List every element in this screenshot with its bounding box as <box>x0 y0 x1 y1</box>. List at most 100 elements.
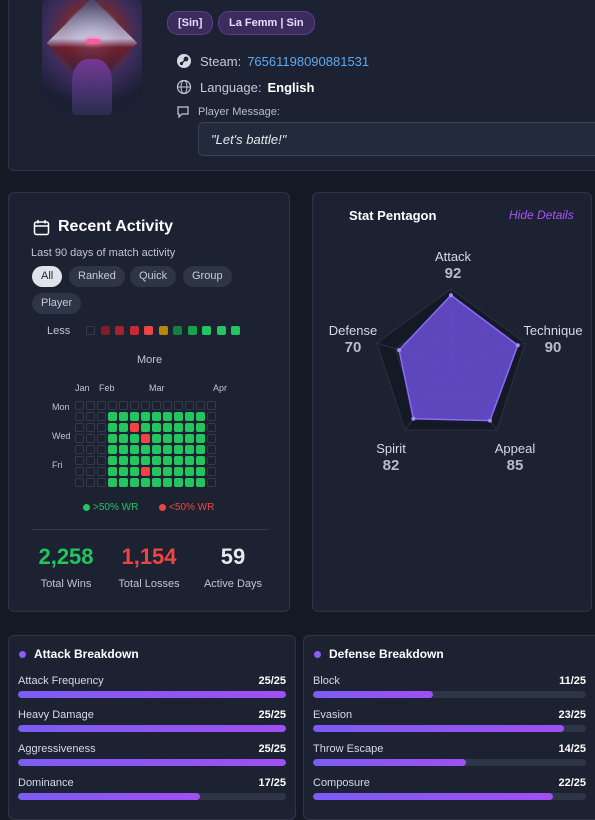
filter-ranked[interactable]: Ranked <box>69 266 125 287</box>
heatmap-cell <box>119 423 128 432</box>
heatmap-cell <box>130 401 139 410</box>
heatmap-cell <box>141 412 150 421</box>
legend-scale-box <box>100 326 110 335</box>
heatmap-cell <box>174 478 183 487</box>
player-message-label-row: Player Message: <box>176 105 280 119</box>
stat-label-technique: Technique <box>523 323 583 338</box>
heatmap-cell <box>185 478 194 487</box>
breakdown-score: 17/25 <box>258 777 286 789</box>
breakdown-score: 14/25 <box>558 743 586 755</box>
hide-details-link[interactable]: Hide Details <box>509 208 574 222</box>
heatmap-cell <box>185 467 194 476</box>
heatmap-cell <box>141 434 150 443</box>
heatmap-cell <box>97 467 106 476</box>
heatmap-cell <box>196 423 205 432</box>
more-button[interactable]: More <box>137 354 163 366</box>
legend-scale-box <box>202 326 211 335</box>
stat-value-defense: 70 <box>344 339 362 356</box>
stat-value-attack: 92 <box>444 265 462 282</box>
progress-track <box>18 793 286 800</box>
language-row: Language: English <box>176 79 314 95</box>
heatmap-cell <box>163 434 172 443</box>
heatmap-cell <box>97 412 106 421</box>
heatmap-cell <box>75 401 84 410</box>
day-label: Mon <box>52 402 70 412</box>
heatmap-cell <box>75 412 84 421</box>
heatmap-cell <box>86 401 95 410</box>
legend-scale-box <box>115 326 124 335</box>
total-wins-value: 2,258 <box>38 544 94 569</box>
day-label: Fri <box>52 460 63 470</box>
recent-activity-subtitle: Last 90 days of match activity <box>31 247 176 259</box>
filter-all[interactable]: All <box>32 266 63 287</box>
day-label: Wed <box>52 431 71 441</box>
heatmap-cell <box>141 401 150 410</box>
heatmap-cell <box>130 434 139 443</box>
heatmap-cell <box>130 467 139 476</box>
heatmap-cell <box>196 456 205 465</box>
total-losses-value: 1,154 <box>121 544 177 569</box>
heatmap-cell <box>207 478 216 487</box>
heatmap-cell <box>163 412 172 421</box>
pentagon-point <box>397 348 402 353</box>
avatar <box>42 0 142 117</box>
filter-quick[interactable]: Quick <box>130 266 177 287</box>
heatmap-cell <box>207 445 216 454</box>
stat-label-appeal: Appeal <box>494 441 536 456</box>
steam-row: Steam: 76561198090881531 <box>176 53 369 69</box>
heatmap-cell <box>130 445 139 454</box>
total-losses-label: Total Losses <box>118 578 180 590</box>
heatmap-cell <box>141 467 150 476</box>
heatmap-cell <box>152 445 161 454</box>
heatmap-cell <box>152 456 161 465</box>
pentagon-point <box>449 293 453 298</box>
filter-player[interactable]: Player <box>32 293 82 314</box>
heatmap-cell <box>196 434 205 443</box>
breakdown-label: Evasion <box>313 709 353 721</box>
recent-activity-title: Recent Activity <box>58 218 173 235</box>
pentagon-point <box>411 416 416 421</box>
progress-fill <box>18 725 286 732</box>
legend-scale-box <box>129 326 139 335</box>
heatmap-cell <box>163 467 172 476</box>
steam-id-link[interactable]: 76561198090881531 <box>247 53 370 69</box>
stat-value-spirit: 82 <box>382 457 400 474</box>
heatmap-cell <box>108 401 117 410</box>
heatmap-cell <box>141 456 150 465</box>
heatmap-cell <box>196 401 205 410</box>
heatmap-cell <box>141 445 150 454</box>
heatmap-cell <box>185 445 194 454</box>
heatmap-cell <box>119 445 128 454</box>
bullet-icon <box>19 650 26 658</box>
recent-activity-card: Recent Activity Last 90 days of match ac… <box>8 192 290 612</box>
green-dot-icon <box>83 504 90 511</box>
progress-fill <box>18 793 201 800</box>
defense-breakdown-card: Defense Breakdown Block 11/25 Evasion 23/25… <box>303 635 595 820</box>
wr-below-label: <50% WR <box>169 502 215 513</box>
progress-track <box>313 793 586 800</box>
message-icon <box>177 106 189 119</box>
heatmap-cell <box>152 401 161 410</box>
legend-wr-below: <50% WR <box>159 502 214 513</box>
progress-fill <box>313 725 565 732</box>
breakdown-label: Block <box>313 675 340 687</box>
breakdown-label: Throw Escape <box>313 743 384 755</box>
tag-team: La Femm | Sin <box>218 11 315 35</box>
progress-fill <box>313 793 554 800</box>
heatmap-cell <box>196 412 205 421</box>
stat-pentagon-card: Stat Pentagon Hide Details Attack 92 Techn… <box>312 192 592 612</box>
wr-above-label: >50% WR <box>93 502 139 513</box>
heatmap-cell <box>75 445 84 454</box>
heatmap-cell <box>207 412 216 421</box>
filter-group[interactable]: Group <box>183 266 232 287</box>
language-label: Language: <box>200 79 262 95</box>
heatmap-cell <box>97 478 106 487</box>
progress-fill <box>313 759 466 766</box>
heatmap-cell <box>86 456 95 465</box>
player-message-box: "Let's battle!" <box>198 122 595 156</box>
heatmap-cell <box>130 423 139 432</box>
heatmap-cell <box>108 434 117 443</box>
heatmap-cell <box>130 456 139 465</box>
progress-track <box>18 759 286 766</box>
progress-track <box>313 691 586 698</box>
